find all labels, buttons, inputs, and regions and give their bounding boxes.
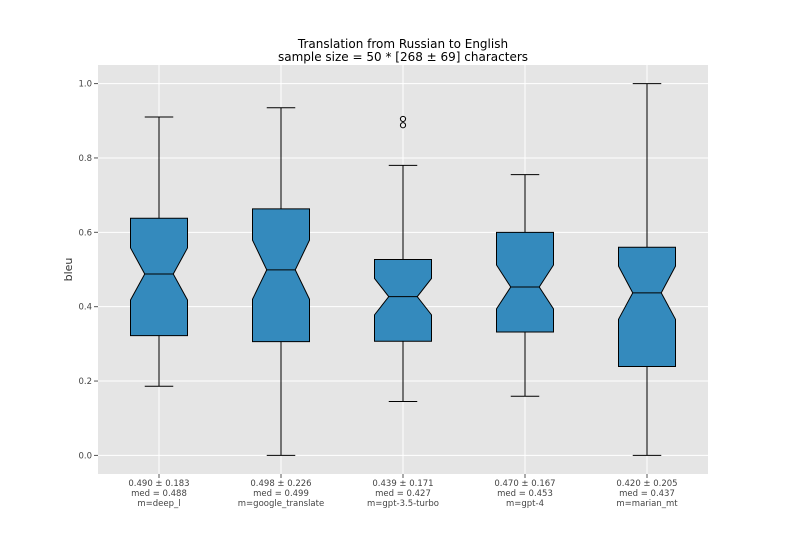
box-item xyxy=(130,116,188,387)
y-tick-label: 0.4 xyxy=(78,303,92,313)
y-tick-label: 0.2 xyxy=(78,377,92,387)
box-item xyxy=(252,107,310,456)
y-tick-label: 0.0 xyxy=(78,451,92,461)
x-category-label-line: m=gpt-4 xyxy=(506,499,544,509)
x-category-label-line: 0.490 ± 0.183 xyxy=(128,479,189,489)
box-item xyxy=(496,174,554,397)
x-category-label-line: med = 0.453 xyxy=(497,489,553,499)
notched-box xyxy=(618,246,676,368)
x-category-label: 0.498 ± 0.226 med = 0.499 m=google_transla… xyxy=(238,479,324,509)
box-series xyxy=(130,83,676,456)
notched-box xyxy=(496,231,554,333)
chart-title: Translation from Russian to English xyxy=(297,37,508,51)
notched-box xyxy=(130,217,188,337)
x-category-label: 0.420 ± 0.205 med = 0.437 m=marian_mt xyxy=(616,479,678,509)
x-category-label-line: 0.470 ± 0.167 xyxy=(494,479,555,489)
chart-subtitle: sample size = 50 * [268 ± 69] characters xyxy=(278,50,528,64)
outlier-point xyxy=(399,115,407,123)
x-category-label-line: med = 0.499 xyxy=(253,489,309,499)
x-category-label-line: med = 0.427 xyxy=(375,489,431,499)
x-category-label: 0.439 ± 0.171 med = 0.427 m=gpt-3.5-turbo xyxy=(367,479,439,509)
notched-box xyxy=(252,208,310,343)
y-axis-ticks: 0.0 0.2 0.4 0.6 0.8 1.0 xyxy=(78,80,98,461)
notched-box xyxy=(374,258,432,342)
x-category-label: 0.470 ± 0.167 med = 0.453 m=gpt-4 xyxy=(494,479,555,509)
y-tick-label: 1.0 xyxy=(78,80,92,90)
y-axis-label: bleu xyxy=(62,258,75,282)
x-category-label: 0.490 ± 0.183 med = 0.488 m=deep_l xyxy=(128,479,189,509)
y-tick-label: 0.6 xyxy=(78,228,92,238)
box-item xyxy=(374,115,432,402)
x-category-label-line: 0.420 ± 0.205 xyxy=(616,479,677,489)
y-tick-label: 0.8 xyxy=(78,154,92,164)
x-category-label-line: m=google_translate xyxy=(238,499,324,509)
x-category-label-line: m=deep_l xyxy=(137,499,180,509)
x-category-label-line: med = 0.488 xyxy=(131,489,187,499)
x-category-label-line: 0.439 ± 0.171 xyxy=(372,479,433,489)
box-item xyxy=(618,83,676,456)
x-category-label-line: m=gpt-3.5-turbo xyxy=(367,499,439,509)
x-category-label-line: 0.498 ± 0.226 xyxy=(250,479,311,489)
x-category-label-line: med = 0.437 xyxy=(619,489,675,499)
x-axis-categories: 0.490 ± 0.183 med = 0.488 m=deep_l 0.498 ± … xyxy=(128,474,678,509)
outlier-point xyxy=(399,122,407,129)
x-category-label-line: m=marian_mt xyxy=(616,499,678,509)
